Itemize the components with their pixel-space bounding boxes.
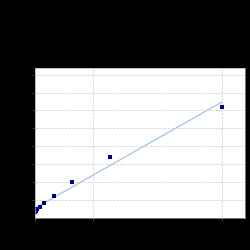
Y-axis label: OD: OD — [9, 137, 15, 148]
Point — [38, 205, 42, 209]
Point — [33, 210, 37, 214]
Point — [220, 105, 224, 109]
Point — [52, 194, 56, 198]
X-axis label: Rat CTBP1
Concentration (ng/ml): Rat CTBP1 Concentration (ng/ml) — [102, 233, 178, 246]
Point — [70, 180, 74, 184]
Point — [42, 200, 46, 204]
Point — [108, 155, 112, 159]
Point — [34, 209, 38, 213]
Point — [35, 207, 39, 211]
